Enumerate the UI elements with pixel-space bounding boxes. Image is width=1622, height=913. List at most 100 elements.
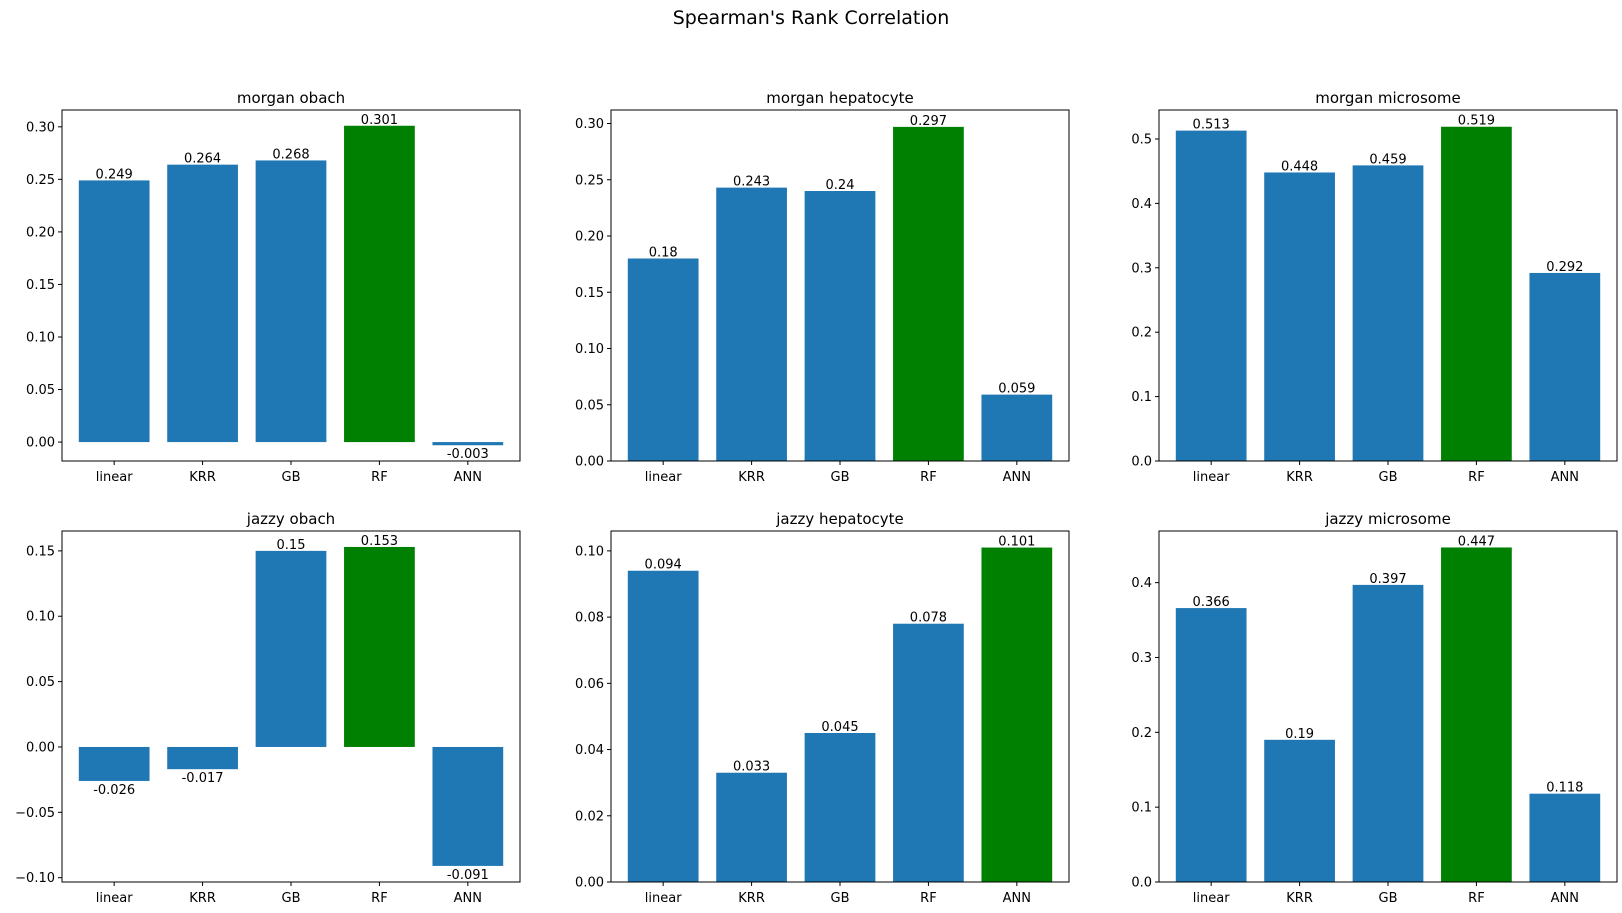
data-label: -0.026 — [93, 783, 135, 798]
xtick-label: KRR — [738, 470, 765, 485]
ytick-label: 0.4 — [1131, 576, 1152, 591]
bar-ANN — [432, 442, 504, 446]
ytick-label: 0.20 — [26, 225, 55, 240]
subplot-title: jazzy microsome — [1324, 510, 1451, 528]
bar-RF — [893, 126, 964, 461]
ytick-label: 0.30 — [575, 117, 604, 132]
xtick-label: ANN — [454, 891, 482, 906]
bar-ANN — [1529, 272, 1601, 461]
bar-linear — [78, 180, 150, 443]
ytick-label: 0.15 — [26, 278, 55, 293]
xtick-label: ANN — [454, 470, 482, 485]
bar-KRR — [716, 772, 787, 882]
bar-KRR — [1264, 739, 1335, 882]
xtick-label: ANN — [1551, 891, 1579, 906]
xtick-label: RF — [1468, 470, 1485, 485]
ytick-label: 0.10 — [26, 330, 55, 345]
subplot-6: jazzy microsome 0.366 0.19 0.397 0.447 0.118 0… — [1131, 510, 1618, 906]
xtick-label: GB — [831, 470, 850, 485]
xtick-label: KRR — [738, 891, 765, 906]
subplot-title: morgan hepatocyte — [766, 89, 913, 107]
bar-GB — [255, 160, 327, 443]
data-label: 0.249 — [96, 167, 133, 182]
data-label: -0.003 — [447, 447, 489, 462]
xtick-label: GB — [282, 470, 301, 485]
bar-RF — [1441, 547, 1512, 882]
ytick-label: 0.05 — [575, 398, 604, 413]
bar-KRR — [1264, 172, 1335, 461]
data-label: -0.017 — [182, 771, 224, 786]
bar-linear — [1175, 130, 1247, 461]
ytick-label: 0.0 — [1131, 876, 1152, 891]
xtick-label: KRR — [189, 470, 216, 485]
bar-ANN — [432, 746, 504, 866]
ytick-label: 0.15 — [575, 286, 604, 301]
ytick-label: 0.04 — [575, 743, 604, 758]
xtick-label: RF — [920, 470, 937, 485]
data-label: 0.078 — [910, 611, 947, 626]
data-label: 0.094 — [645, 558, 682, 573]
data-label: 0.118 — [1546, 781, 1583, 796]
xtick-label: linear — [96, 891, 133, 906]
bar-GB — [804, 732, 876, 882]
xtick-label: GB — [282, 891, 301, 906]
xtick-label: GB — [831, 891, 850, 906]
ytick-label: 0.00 — [26, 436, 55, 451]
xtick-label: linear — [1193, 891, 1230, 906]
xtick-label: ANN — [1003, 891, 1031, 906]
ytick-label: 0.0 — [1131, 455, 1152, 470]
bar-KRR — [167, 746, 238, 770]
subplot-1: morgan obach 0.249 0.264 0.268 0.301 -0.003 0.… — [26, 89, 521, 485]
data-label: 0.18 — [649, 246, 678, 261]
ytick-label: 0.20 — [575, 230, 604, 245]
bar-ANN — [981, 394, 1053, 461]
xtick-label: linear — [645, 470, 682, 485]
data-label: 0.045 — [821, 720, 858, 735]
xtick-label: linear — [96, 470, 133, 485]
data-label: 0.297 — [910, 114, 947, 129]
ytick-label: 0.15 — [26, 544, 55, 559]
ytick-label: 0.4 — [1131, 197, 1152, 212]
data-label: 0.24 — [826, 178, 855, 193]
bar-linear — [627, 570, 699, 882]
bar-linear — [1175, 608, 1247, 882]
data-label: 0.268 — [272, 147, 309, 162]
xtick-label: KRR — [1286, 470, 1313, 485]
ytick-label: 0.08 — [575, 611, 604, 626]
ytick-label: 0.10 — [575, 544, 604, 559]
data-label: 0.292 — [1546, 260, 1583, 275]
data-label: 0.264 — [184, 152, 221, 167]
xtick-label: RF — [371, 470, 388, 485]
subplot-title: jazzy obach — [246, 510, 335, 528]
bar-linear — [78, 746, 150, 781]
xtick-label: RF — [920, 891, 937, 906]
bar-RF — [344, 125, 415, 443]
data-label: 0.397 — [1369, 572, 1406, 587]
data-label: 0.447 — [1458, 534, 1495, 549]
xtick-label: ANN — [1551, 470, 1579, 485]
ytick-label: 0.5 — [1131, 132, 1152, 147]
ytick-label: 0.25 — [26, 173, 55, 188]
subplot-2: morgan hepatocyte 0.18 0.243 0.24 0.297 0.059… — [575, 89, 1070, 485]
ytick-label: 0.05 — [26, 383, 55, 398]
ytick-label: 0.00 — [26, 740, 55, 755]
bar-GB — [1352, 584, 1424, 882]
ytick-label: −0.10 — [15, 871, 55, 886]
ytick-label: 0.02 — [575, 809, 604, 824]
data-label: 0.153 — [361, 534, 398, 549]
ytick-label: 0.25 — [575, 173, 604, 188]
subplot-title: morgan microsome — [1315, 89, 1461, 107]
xtick-label: linear — [1193, 470, 1230, 485]
data-label: 0.101 — [998, 535, 1035, 550]
bar-linear — [627, 258, 699, 461]
xtick-label: GB — [1379, 891, 1398, 906]
data-label: 0.448 — [1281, 159, 1318, 174]
xtick-label: GB — [1379, 470, 1398, 485]
xtick-label: ANN — [1003, 470, 1031, 485]
data-label: 0.301 — [361, 113, 398, 128]
ytick-label: 0.10 — [575, 342, 604, 357]
ytick-label: 0.1 — [1131, 390, 1152, 405]
ytick-label: 0.00 — [575, 455, 604, 470]
subplot-3: morgan microsome 0.513 0.448 0.459 0.519 0.29… — [1131, 89, 1618, 485]
